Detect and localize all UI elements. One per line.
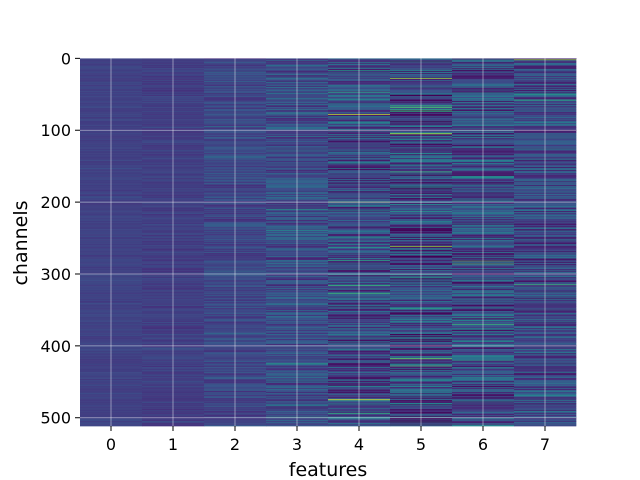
y-tick-label: 500 [40,409,71,428]
x-tick-label: 0 [106,435,116,454]
x-tick-label: 1 [168,435,178,454]
y-tick-label: 100 [40,121,71,140]
x-tick-label: 6 [478,435,488,454]
y-axis-label: channels [10,200,32,285]
y-tick-label: 0 [61,49,71,68]
y-tick-label: 200 [40,193,71,212]
plot-area [80,58,577,427]
x-tick-label: 5 [416,435,426,454]
x-tick-label: 7 [540,435,550,454]
y-axis: 0 100 200 300 400 500 [40,49,80,428]
x-axis-label: features [289,459,368,480]
y-tick-label: 400 [40,337,71,356]
x-tick-label: 2 [230,435,240,454]
grid-lines [80,57,576,426]
y-tick-label: 300 [40,265,71,284]
x-axis: 0 1 2 3 4 5 6 7 [106,426,550,454]
x-tick-label: 3 [292,435,302,454]
x-tick-label: 4 [354,435,364,454]
